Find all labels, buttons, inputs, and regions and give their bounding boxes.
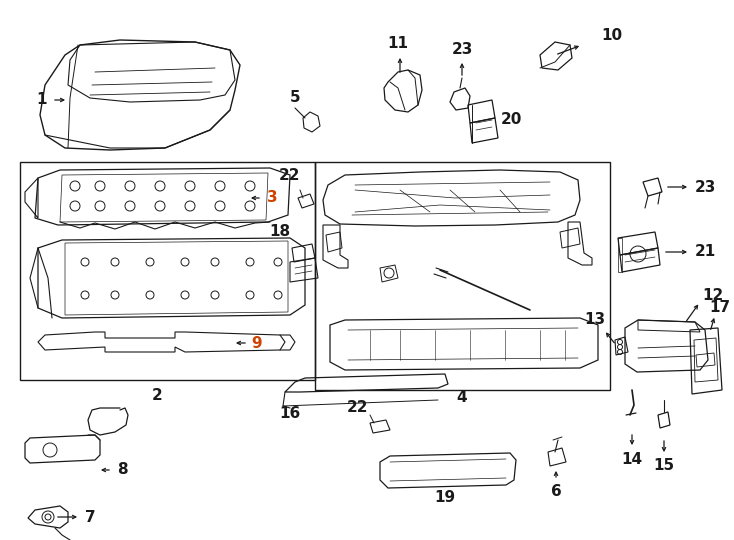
Text: 6: 6: [550, 484, 562, 500]
Text: 7: 7: [84, 510, 95, 524]
Text: 2: 2: [152, 388, 162, 402]
Text: 8: 8: [117, 462, 127, 477]
Text: 12: 12: [702, 287, 724, 302]
Text: 15: 15: [653, 458, 675, 474]
Text: 21: 21: [694, 245, 716, 260]
Text: 22: 22: [347, 400, 368, 415]
Text: 13: 13: [584, 313, 606, 327]
Text: 10: 10: [601, 29, 622, 44]
Text: 20: 20: [501, 112, 522, 127]
Text: 11: 11: [388, 37, 409, 51]
Text: 23: 23: [694, 179, 716, 194]
Text: 5: 5: [290, 90, 300, 105]
Text: 22: 22: [279, 167, 301, 183]
Text: 14: 14: [622, 453, 642, 468]
Text: 16: 16: [280, 406, 301, 421]
Text: 18: 18: [269, 225, 291, 240]
Text: 9: 9: [252, 335, 262, 350]
Text: 23: 23: [451, 43, 473, 57]
Text: 4: 4: [457, 390, 468, 406]
Text: 3: 3: [266, 191, 277, 206]
Bar: [20, 162, 315, 380]
Text: 1: 1: [37, 92, 47, 107]
Text: 17: 17: [710, 300, 730, 315]
Text: 19: 19: [435, 489, 456, 504]
Bar: [315, 162, 610, 390]
